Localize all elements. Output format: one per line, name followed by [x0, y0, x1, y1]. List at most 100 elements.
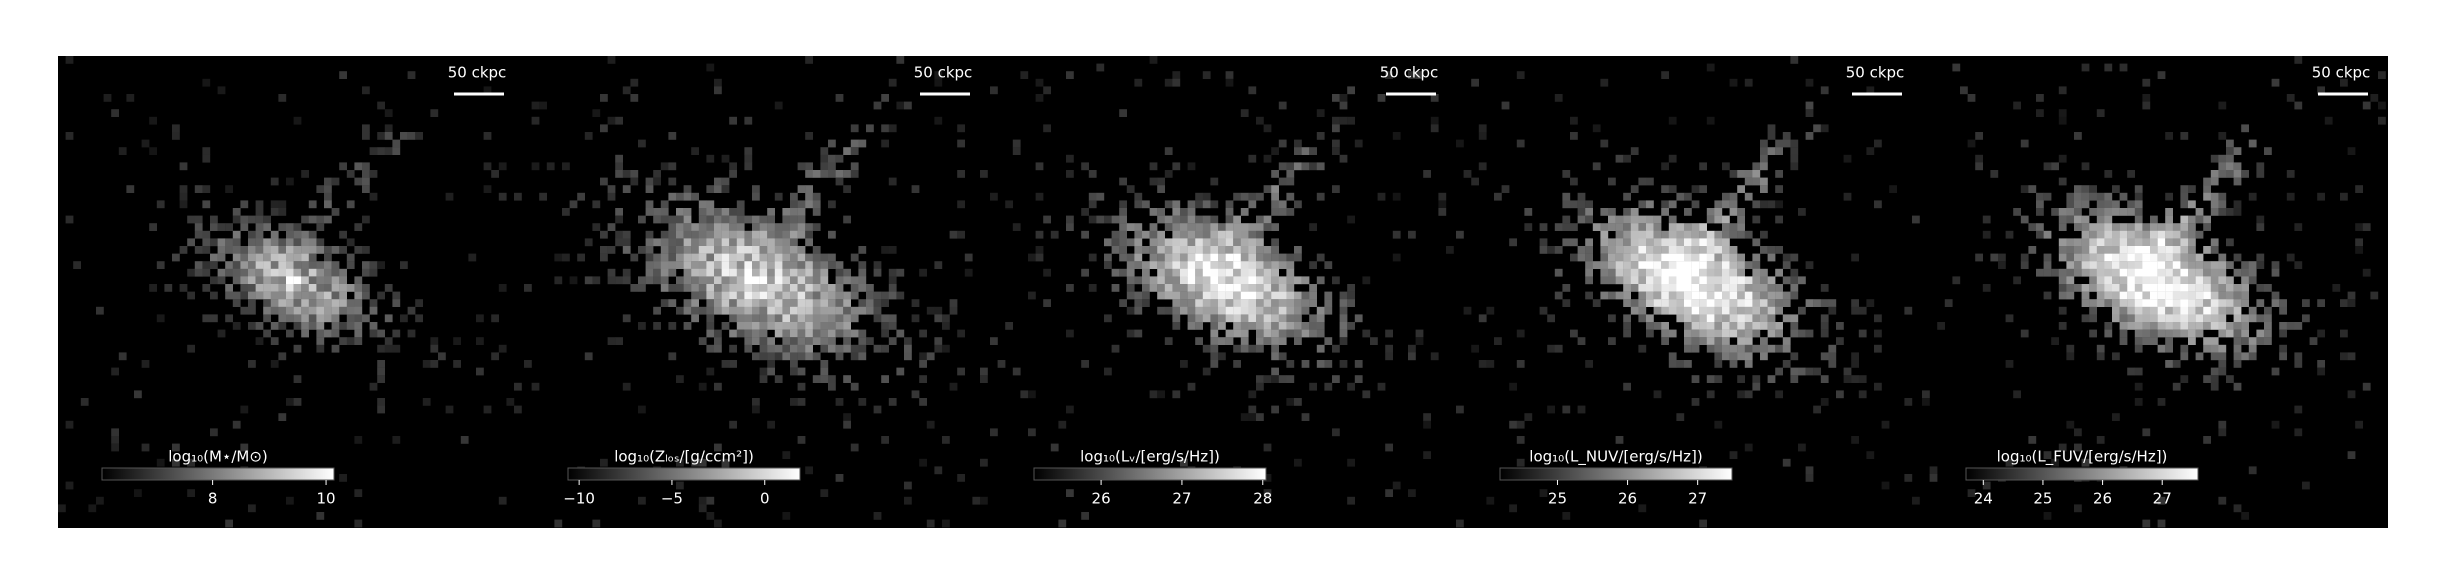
pixel: [346, 200, 355, 209]
pixel: [1294, 458, 1302, 467]
pixel: [714, 306, 722, 315]
pixel: [1256, 261, 1264, 269]
pixel: [2096, 268, 2105, 277]
pixel: [1142, 299, 1150, 307]
pixel: [645, 177, 654, 186]
pixel: [2119, 284, 2128, 292]
pixel: [1494, 192, 1502, 201]
pixel: [767, 306, 775, 315]
pixel: [607, 223, 616, 231]
pixel: [377, 375, 385, 383]
pixel: [2142, 78, 2151, 87]
pixel: [255, 200, 264, 209]
pixel: [362, 268, 370, 277]
pixel: [782, 314, 791, 323]
pixel: [1729, 200, 1738, 209]
pixel: [774, 329, 783, 338]
pixel: [1790, 322, 1799, 330]
pixel: [316, 344, 325, 353]
pixel: [1225, 314, 1234, 323]
pixel: [362, 291, 370, 300]
pixel: [1180, 246, 1188, 254]
pixel: [2058, 177, 2067, 186]
pixel: [1370, 337, 1378, 345]
pixel: [1805, 474, 1814, 482]
pixel: [1164, 261, 1173, 269]
pixel: [2104, 208, 2113, 216]
pixel: [828, 253, 836, 262]
pixel: [706, 367, 715, 376]
pixel: [1339, 154, 1348, 163]
pixel: [1278, 375, 1287, 383]
pixel: [232, 261, 241, 269]
pixel: [1347, 496, 1355, 505]
pixel: [1172, 162, 1181, 171]
pixel: [255, 276, 264, 285]
pixel: [850, 314, 859, 323]
pixel: [2096, 299, 2105, 307]
pixel: [1516, 329, 1525, 338]
pixel: [2066, 291, 2075, 300]
pixel: [2294, 405, 2303, 414]
pixel: [858, 352, 867, 361]
pixel: [843, 276, 851, 285]
pixel: [2081, 200, 2090, 209]
pixel: [2210, 208, 2219, 216]
pixel: [1157, 177, 1165, 186]
pixel: [1691, 276, 1700, 285]
pixel: [1172, 208, 1181, 216]
pixel: [1278, 284, 1287, 292]
pixel: [270, 268, 279, 277]
pixel: [729, 360, 737, 368]
pixel: [1164, 78, 1173, 87]
pixel: [1339, 116, 1348, 125]
pixel: [736, 284, 745, 292]
pixel: [1180, 360, 1188, 368]
pixel: [744, 238, 753, 247]
pixel: [812, 276, 821, 285]
pixel: [1256, 276, 1264, 285]
pixel: [369, 299, 378, 307]
pixel: [1278, 101, 1287, 110]
pixel: [384, 337, 393, 345]
pixel: [2066, 200, 2075, 209]
pixel: [1661, 329, 1669, 338]
pixel: [1172, 215, 1181, 224]
pixel: [812, 299, 821, 307]
pixel: [2218, 162, 2227, 171]
pixel: [2188, 200, 2196, 209]
pixel: [805, 162, 813, 171]
pixel: [676, 261, 684, 269]
pixel: [2203, 284, 2211, 292]
pixel: [1858, 390, 1867, 399]
pixel: [615, 238, 623, 247]
pixel: [691, 230, 699, 239]
pixel: [1111, 284, 1120, 292]
pixel: [698, 253, 707, 262]
pixel: [179, 200, 188, 209]
pixel: [2104, 299, 2113, 307]
pixel: [1661, 261, 1669, 269]
pixel: [1278, 139, 1287, 148]
pixel: [1577, 192, 1586, 201]
pixel: [2210, 375, 2219, 383]
pixel: [1088, 170, 1097, 178]
pixel: [2233, 314, 2242, 323]
pixel: [820, 322, 829, 330]
pixel: [1438, 200, 1447, 209]
pixel: [1975, 253, 1983, 262]
pixel: [1577, 405, 1586, 414]
pixel: [660, 299, 669, 307]
image-map: [58, 56, 522, 528]
pixel: [263, 291, 271, 300]
pixel: [301, 230, 309, 239]
pixel: [369, 382, 378, 391]
pixel: [1737, 344, 1745, 353]
pixel: [744, 344, 753, 353]
pixel: [1782, 458, 1791, 467]
pixel: [324, 284, 332, 292]
pixel: [430, 360, 439, 368]
pixel: [759, 329, 768, 338]
pixel: [1339, 101, 1348, 110]
pixel: [308, 306, 317, 315]
